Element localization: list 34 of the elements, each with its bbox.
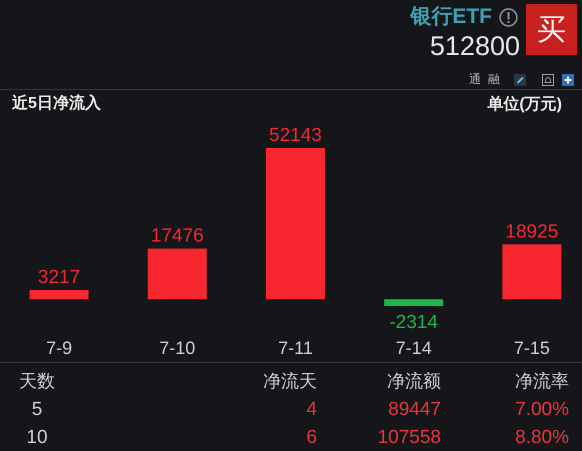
text: 5 <box>30 398 44 420</box>
x-tick-label: 7-10 <box>159 338 196 358</box>
data-label: 17476 <box>150 226 204 247</box>
data-label: 18925 <box>505 221 558 242</box>
text: 10 <box>25 427 49 449</box>
text: 7.00% <box>515 398 569 420</box>
text: 银行ETF <box>410 4 492 30</box>
x-tick-label: 7-15 <box>514 338 550 358</box>
text: 8.80% <box>515 427 569 449</box>
buy-button: 买 <box>526 4 577 55</box>
data-label: 3217 <box>38 266 80 288</box>
bar <box>266 148 325 300</box>
text: 净流率 <box>515 370 569 392</box>
text: 单位(万元) <box>487 95 562 115</box>
text: 融 <box>488 72 500 87</box>
text: 89447 <box>388 398 441 420</box>
data-label: -2314 <box>389 312 438 333</box>
text: 6 <box>306 427 317 449</box>
chart-title: 近5日净流入 <box>12 94 101 114</box>
text: 512800 <box>430 31 520 61</box>
bar <box>30 290 89 300</box>
text: 通 <box>469 72 481 87</box>
text: 107558 <box>378 427 441 449</box>
x-tick-label: 7-14 <box>396 338 432 358</box>
text: 净流天 <box>263 370 317 392</box>
bar <box>502 244 562 300</box>
text: 4 <box>306 398 317 420</box>
bar <box>384 299 444 306</box>
x-tick-label: 7-9 <box>46 338 72 358</box>
text: 天数 <box>18 370 56 392</box>
x-tick-label: 7-11 <box>278 338 313 358</box>
data-label: 52143 <box>269 125 322 146</box>
bar <box>148 248 207 300</box>
text: 净流额 <box>387 370 441 392</box>
